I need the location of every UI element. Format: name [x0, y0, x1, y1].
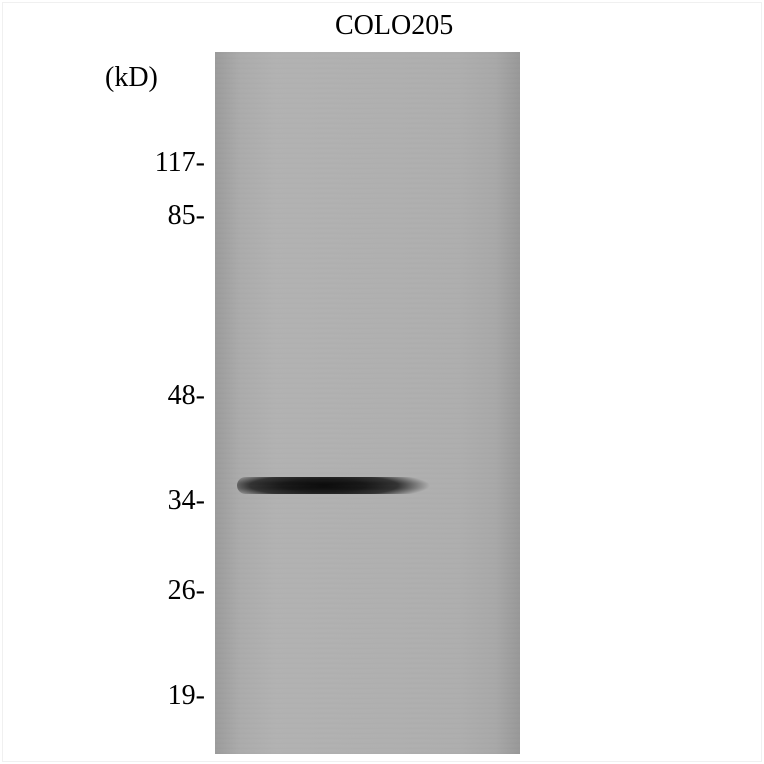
mw-marker-48: 48-	[168, 380, 205, 412]
mw-marker-117: 117-	[155, 147, 205, 179]
unit-label: (kD)	[105, 62, 158, 94]
gel-lane-strip	[215, 52, 520, 754]
mw-marker-85: 85-	[168, 200, 205, 232]
lane-texture-overlay	[215, 52, 520, 754]
mw-marker-26: 26-	[168, 575, 205, 607]
mw-marker-19: 19-	[168, 680, 205, 712]
lane-label: COLO205	[335, 10, 453, 42]
mw-marker-34: 34-	[168, 485, 205, 517]
